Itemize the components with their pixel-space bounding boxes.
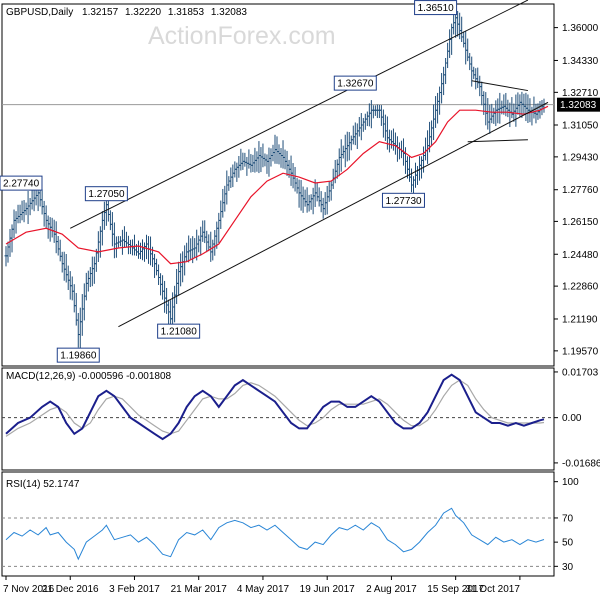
price-content: 1.36510 1.32670 1.27730 1.27050 1.21080 1.198…	[0, 0, 554, 363]
x-tick-label: 4 May 2017	[237, 584, 290, 595]
price-tick-label: 1.32710	[562, 88, 599, 99]
rsi-tick-label: 70	[562, 513, 574, 524]
last-price-marker	[557, 97, 600, 112]
x-tick-label: 19 Jun 2017	[300, 584, 355, 595]
rsi-tick-label: 50	[562, 538, 574, 549]
price-tick-label: 1.19570	[562, 346, 599, 357]
rsi-panel-frame	[1, 471, 555, 577]
price-header: GBPUSD,Daily 1.32157 1.32220 1.31853 1.3…	[6, 7, 247, 18]
price-tick-label: 1.29430	[562, 152, 599, 163]
price-tick-label: 1.27760	[562, 185, 599, 196]
price-tick-label: 1.34330	[562, 56, 599, 67]
price-axis: 1.36000 1.34330 1.32710 1.31050 1.29430 1.277…	[554, 23, 600, 357]
macd-content	[2, 373, 554, 441]
moving-average-line	[5, 105, 549, 265]
macd-series-macd	[5, 373, 545, 441]
rsi-tick-label: 30	[562, 562, 574, 573]
rsi-title: RSI(14) 52.1747	[6, 479, 80, 490]
price-annotation: 1.27730	[381, 192, 425, 208]
x-tick-label: 7 Nov 2016	[3, 584, 55, 595]
macd-title: MACD(12,26,9) -0.000596 -0.001808	[6, 371, 172, 382]
annotation-box	[414, 0, 458, 16]
price-close: 1.32083	[211, 7, 248, 18]
price-annotation: 1.27050	[84, 186, 128, 202]
rsi-tick-label: 100	[562, 477, 579, 488]
last-price-label: 1.32083	[560, 100, 597, 111]
trend-line-lower	[118, 101, 549, 328]
annotation-label: 1.19860	[60, 351, 97, 362]
annotation-box	[0, 175, 43, 191]
price-tick-label: 1.22860	[562, 282, 599, 293]
annotation-label: 1.21080	[161, 327, 198, 338]
x-tick-label: 31 Oct 2017	[465, 584, 520, 595]
price-tick-label: 1.36000	[562, 23, 599, 34]
price-tick-label: 1.31050	[562, 120, 599, 131]
price-tick-label: 1.26150	[562, 217, 599, 228]
macd-panel-frame	[1, 367, 555, 471]
trend-line-triangle-top	[471, 80, 529, 92]
ohlc-bars	[4, 10, 546, 350]
price-high: 1.32220	[125, 7, 162, 18]
x-tick-label: 21 Mar 2017	[171, 584, 228, 595]
macd-tick-label: -0.01686	[562, 458, 600, 469]
annotation-label: 1.32670	[337, 79, 374, 90]
price-tick-label: 1.24480	[562, 250, 599, 261]
annotation-box	[381, 192, 425, 208]
trend-line-upper	[70, 0, 529, 229]
annotation-label: 1.27050	[88, 189, 125, 200]
price-annotation: 1.19860	[56, 347, 100, 363]
x-tick-label: 3 Feb 2017	[109, 584, 160, 595]
price-panel: 1.36000 1.34330 1.32710 1.31050 1.29430 1.277…	[0, 0, 600, 367]
annotation-label: 1.27730	[385, 196, 422, 207]
annotation-box	[157, 323, 201, 339]
annotation-label: 1.36510	[418, 3, 455, 14]
price-annotation: 2.27740	[0, 175, 43, 191]
rsi-series-line	[5, 507, 545, 561]
price-annotation: 1.21080	[157, 323, 201, 339]
trend-line-triangle-bottom	[467, 139, 528, 143]
price-title: GBPUSD,Daily	[6, 7, 73, 18]
macd-tick-label: 0.00	[562, 413, 582, 424]
macd-tick-label: 0.01703	[562, 367, 599, 378]
macd-axis: 0.01703 0.00 -0.01686	[554, 367, 600, 469]
rsi-content	[2, 507, 554, 567]
rsi-axis: 100 70 50 30	[554, 477, 579, 573]
annotation-box	[84, 186, 128, 202]
x-tick-label: 2 Aug 2017	[366, 584, 417, 595]
macd-panel: 0.01703 0.00 -0.01686 MACD(12,26,9) -0.000…	[1, 367, 600, 471]
annotation-box	[333, 75, 377, 91]
price-panel-frame	[1, 3, 555, 367]
annotation-label: 2.27740	[3, 179, 40, 190]
x-tick-label: 15 Sep 2017	[427, 584, 484, 595]
price-annotation: 1.32670	[333, 75, 377, 91]
annotation-box	[56, 347, 100, 363]
x-tick-label: 21 Dec 2016	[42, 584, 99, 595]
price-low: 1.31853	[168, 7, 205, 18]
price-open: 1.32157	[82, 7, 119, 18]
price-tick-label: 1.21190	[562, 314, 598, 325]
rsi-panel: 100 70 50 30 RSI(14) 52.1747	[1, 471, 579, 577]
price-annotation: 1.36510	[414, 0, 458, 16]
watermark: ActionForex.com	[148, 22, 336, 50]
